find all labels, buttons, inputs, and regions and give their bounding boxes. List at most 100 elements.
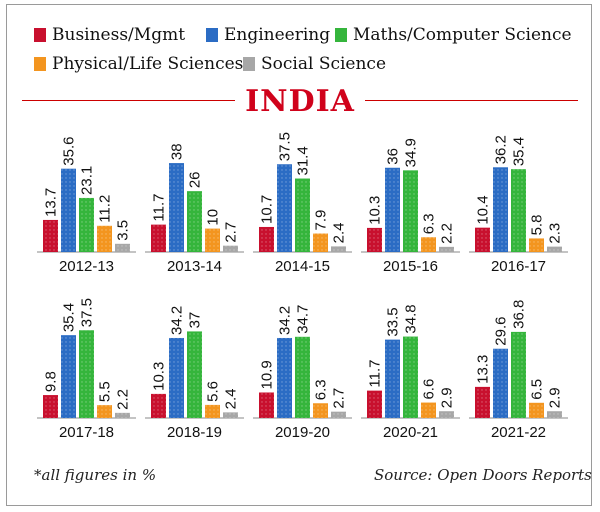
bar-texture: [277, 164, 292, 252]
value-label-engineering-2015-16: 36: [385, 148, 402, 165]
bar-texture: [493, 348, 508, 418]
value-label-business-2018-19: 10.3: [151, 362, 168, 391]
bar-texture: [475, 386, 490, 418]
value-label-maths-2016-17: 35.4: [511, 137, 528, 166]
value-label-physical-2016-17: 5.8: [529, 215, 546, 236]
bar-texture: [439, 246, 454, 252]
value-label-maths-2012-13: 23.1: [79, 166, 96, 195]
value-label-business-2015-16: 10.3: [367, 196, 384, 225]
bar-texture: [511, 331, 526, 418]
value-label-engineering-2017-18: 35.4: [61, 303, 78, 332]
legend-swatch-maths: [335, 28, 347, 42]
legend-item-social: Social Science: [243, 54, 386, 74]
legend-label-engineering: Engineering: [224, 25, 331, 45]
bar-texture: [475, 227, 490, 252]
value-label-social-2013-14: 2.7: [223, 222, 240, 243]
legend-label-social: Social Science: [261, 54, 387, 74]
value-label-business-2021-22: 13.3: [475, 355, 492, 384]
category-label-2019-20: 2019-20: [275, 424, 330, 441]
value-label-engineering-2021-22: 29.6: [493, 317, 510, 346]
value-label-maths-2019-20: 34.7: [295, 305, 312, 334]
bar-texture: [439, 411, 454, 418]
category-label-2013-14: 2013-14: [167, 258, 222, 275]
bar-texture: [313, 403, 328, 418]
bar-texture: [367, 390, 382, 418]
value-label-physical-2019-20: 6.3: [313, 379, 330, 400]
value-label-maths-2013-14: 26: [187, 171, 204, 188]
bar-texture: [403, 336, 418, 418]
bar-texture: [295, 178, 310, 252]
value-label-maths-2018-19: 37: [187, 312, 204, 329]
value-label-social-2015-16: 2.2: [439, 223, 456, 244]
bar-texture: [61, 168, 76, 252]
value-label-social-2017-18: 2.2: [115, 389, 132, 410]
bar-texture: [169, 163, 184, 252]
bar-texture: [403, 170, 418, 252]
bar-texture: [547, 246, 562, 252]
legend-label-business: Business/Mgmt: [52, 25, 186, 45]
bar-texture: [313, 233, 328, 252]
legend-swatch-physical: [34, 57, 46, 71]
value-label-social-2016-17: 2.3: [547, 223, 564, 244]
bar-texture: [547, 411, 562, 418]
category-label-2020-21: 2020-21: [383, 424, 438, 441]
value-label-maths-2021-22: 36.8: [511, 300, 528, 329]
value-label-physical-2015-16: 6.3: [421, 213, 438, 234]
value-label-physical-2017-18: 5.5: [97, 381, 114, 402]
bar-texture: [295, 336, 310, 418]
bar-texture: [529, 238, 544, 252]
value-label-social-2012-13: 3.5: [115, 220, 132, 241]
value-label-engineering-2018-19: 34.2: [169, 306, 186, 335]
value-label-physical-2014-15: 7.9: [313, 210, 330, 231]
category-label-2018-19: 2018-19: [167, 424, 222, 441]
bar-texture: [151, 224, 166, 252]
chart-title-wrap: INDIA: [0, 84, 600, 119]
legend-item-business: Business/Mgmt: [34, 25, 185, 45]
legend-item-engineering: Engineering: [206, 25, 330, 45]
category-label-2017-18: 2017-18: [59, 424, 114, 441]
bar-texture: [43, 219, 58, 252]
value-label-business-2013-14: 11.7: [151, 194, 168, 222]
value-label-engineering-2013-14: 38: [169, 143, 186, 160]
bar-texture: [529, 402, 544, 418]
bar-texture: [187, 331, 202, 418]
value-label-business-2016-17: 10.4: [475, 195, 492, 224]
value-label-maths-2017-18: 37.5: [79, 298, 96, 327]
source-note: Source: Open Doors Reports: [374, 466, 592, 484]
bar-texture: [97, 405, 112, 418]
bar-texture: [511, 169, 526, 252]
legend-swatch-social: [243, 57, 255, 71]
footnote: *all figures in %: [34, 466, 157, 484]
bar-texture: [187, 191, 202, 252]
bar-texture: [331, 411, 346, 418]
bar-texture: [151, 393, 166, 418]
category-label-2021-22: 2021-22: [491, 424, 546, 441]
value-label-social-2018-19: 2.4: [223, 389, 240, 410]
category-label-2016-17: 2016-17: [491, 258, 546, 275]
value-label-engineering-2016-17: 36.2: [493, 135, 510, 164]
value-label-maths-2015-16: 34.9: [403, 138, 420, 167]
bar-texture: [421, 402, 436, 418]
value-label-social-2021-22: 2.9: [547, 387, 564, 408]
value-label-physical-2018-19: 5.6: [205, 381, 222, 402]
value-label-social-2019-20: 2.7: [331, 388, 348, 409]
value-label-physical-2012-13: 11.2: [97, 195, 114, 223]
bar-texture: [223, 245, 238, 252]
bar-texture: [97, 225, 112, 252]
value-label-business-2017-18: 9.8: [43, 371, 60, 392]
chart-title: INDIA: [235, 84, 365, 119]
bar-texture: [79, 330, 94, 418]
bar-texture: [385, 167, 400, 252]
bar-texture: [115, 243, 130, 252]
legend-label-physical: Physical/Life Sciences: [52, 54, 244, 74]
value-label-business-2019-20: 10.9: [259, 360, 276, 389]
value-label-business-2020-21: 11.7: [367, 360, 384, 388]
